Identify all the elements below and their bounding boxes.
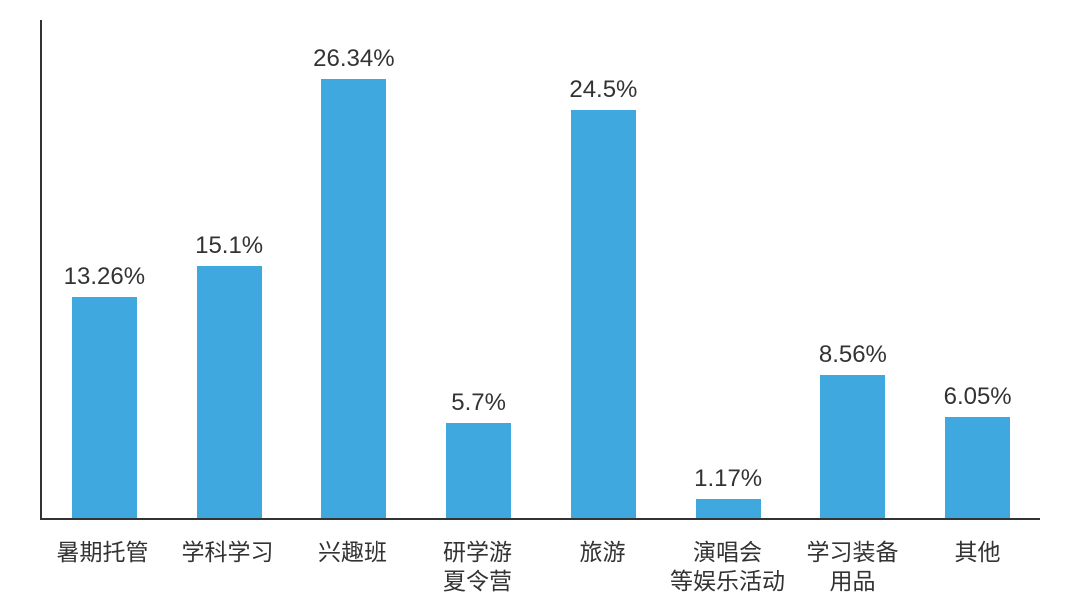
bar-slot: 1.17%	[666, 20, 791, 518]
bar	[696, 499, 761, 519]
bar-value-label: 13.26%	[64, 263, 145, 291]
bar	[571, 110, 636, 518]
bar-slot: 8.56%	[791, 20, 916, 518]
plot-area: 13.26% 15.1% 26.34% 5.7% 24.5% 1.17% 8.56% 6.05…	[40, 20, 1040, 520]
bar	[945, 417, 1010, 518]
x-axis-label: 演唱会 等娱乐活动	[665, 538, 790, 596]
bars-wrap: 13.26% 15.1% 26.34% 5.7% 24.5% 1.17% 8.56% 6.05…	[42, 20, 1040, 518]
x-axis-label: 其他	[915, 538, 1040, 596]
bar-slot: 26.34%	[292, 20, 417, 518]
bar-value-label: 5.7%	[451, 389, 506, 417]
bar-value-label: 26.34%	[313, 45, 394, 73]
bar-value-label: 15.1%	[195, 232, 263, 260]
bar	[72, 297, 137, 518]
bar-slot: 15.1%	[167, 20, 292, 518]
x-axis-label: 旅游	[540, 538, 665, 596]
bar-slot: 5.7%	[416, 20, 541, 518]
bar	[446, 423, 511, 518]
x-axis-label: 兴趣班	[290, 538, 415, 596]
bar	[820, 375, 885, 518]
bar	[197, 266, 262, 518]
x-axis-labels: 暑期托管学科学习兴趣班研学游 夏令营旅游演唱会 等娱乐活动学习装备 用品其他	[40, 538, 1040, 596]
bar-slot: 6.05%	[915, 20, 1040, 518]
bar-slot: 24.5%	[541, 20, 666, 518]
chart-container: 13.26% 15.1% 26.34% 5.7% 24.5% 1.17% 8.56% 6.05…	[0, 0, 1080, 612]
bar-value-label: 8.56%	[819, 341, 887, 369]
x-axis-label: 暑期托管	[40, 538, 165, 596]
bar-value-label: 24.5%	[569, 76, 637, 104]
bar-slot: 13.26%	[42, 20, 167, 518]
x-axis-label: 学科学习	[165, 538, 290, 596]
x-axis-label: 学习装备 用品	[790, 538, 915, 596]
x-axis-label: 研学游 夏令营	[415, 538, 540, 596]
bar-value-label: 1.17%	[694, 465, 762, 493]
bar	[321, 79, 386, 518]
bar-value-label: 6.05%	[944, 383, 1012, 411]
